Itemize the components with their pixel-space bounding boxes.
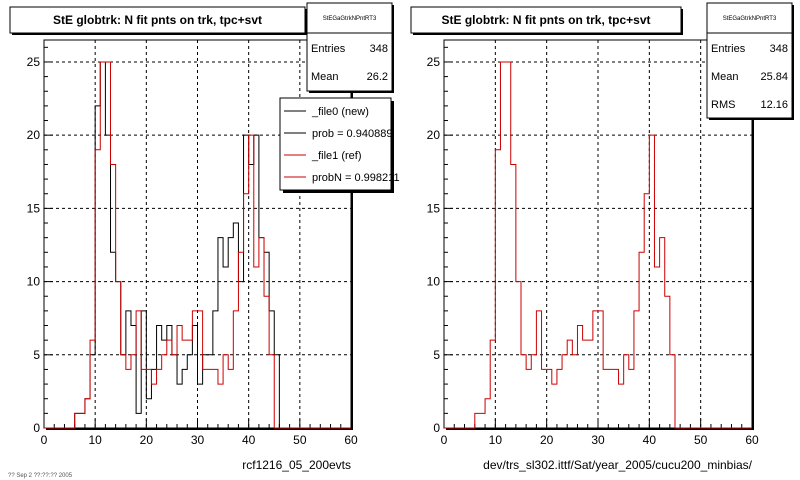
y-tick-label: 25: [27, 55, 41, 69]
legend: _file0 (new) prob = 0.940889 _file1 (ref) p…: [279, 97, 400, 193]
y-tick-label: 20: [27, 128, 41, 142]
x-tick-label: 30: [591, 433, 605, 447]
legend-box: [279, 97, 392, 191]
x-axis-label: rcf1216_05_200evts: [242, 458, 351, 472]
x-tick-label: 40: [643, 433, 657, 447]
title-box: [410, 6, 682, 34]
x-tick-label: 60: [745, 433, 759, 447]
legend-entry-label: _file0 (new): [311, 106, 369, 118]
y-tick-label: 0: [33, 421, 40, 435]
x-tick-label: 0: [441, 433, 448, 447]
corner-timestamp: ?? Sep 2 ??:??:?? 2005: [8, 473, 73, 479]
x-tick-label: 0: [41, 433, 48, 447]
y-tick-label: 20: [427, 128, 441, 142]
title-box: [9, 6, 306, 34]
stats-title: StEGaGtrkNPntRT3: [723, 16, 777, 22]
x-tick-label: 20: [140, 433, 154, 447]
stats-rms-value: 12.16: [760, 99, 788, 111]
histogram-panel-1: 0 10 20 30 40 50 60 0 5 10 15 20 25 StE globtrk: N fi…: [8, 2, 400, 479]
stats-mean-value: 26.2: [367, 71, 388, 83]
x-tick-label: 50: [293, 433, 307, 447]
stats-entries-value: 348: [370, 43, 388, 55]
stats-mean-label: Mean: [311, 71, 339, 83]
x-tick-label: 20: [540, 433, 554, 447]
x-tick-label: 10: [489, 433, 503, 447]
x-tick-label: 10: [88, 433, 102, 447]
stats-box: [306, 2, 393, 92]
legend-entry-label: probN = 0.998211: [312, 172, 400, 184]
x-tick-label: 60: [344, 433, 358, 447]
y-tick-label: 25: [427, 55, 441, 69]
stats-rms-label: RMS: [711, 99, 735, 111]
y-tick-label: 15: [427, 201, 441, 215]
stats-entries-label: Entries: [711, 43, 746, 55]
y-tick-label: 0: [433, 421, 440, 435]
stats-entries-label: Entries: [311, 43, 346, 55]
histogram-panel-2: 0 10 20 30 40 50 60 0 5 10 15 20 25 StE globtrk: N fi…: [410, 2, 794, 472]
stats-mean-label: Mean: [711, 71, 739, 83]
x-tick-label: 50: [694, 433, 708, 447]
histogram-series-1: [444, 61, 752, 429]
y-tick-label: 15: [27, 201, 41, 215]
y-tick-label: 5: [33, 348, 40, 362]
chart-title: StE globtrk: N fit pnts on trk, tpc+svt: [53, 13, 262, 27]
x-tick-label: 30: [191, 433, 205, 447]
y-tick-label: 5: [433, 348, 440, 362]
stats-mean-value: 25.84: [760, 71, 788, 83]
legend-entry-label: prob = 0.940889: [312, 128, 392, 140]
stats-title: StEGaGtrkNPntRT3: [323, 16, 377, 22]
legend-entry-label: _file1 (ref): [311, 150, 362, 162]
x-tick-label: 40: [242, 433, 256, 447]
stats-box: [706, 2, 793, 119]
chart-title: StE globtrk: N fit pnts on trk, tpc+svt: [441, 13, 650, 27]
y-tick-label: 10: [427, 275, 441, 289]
stats-entries-value: 348: [770, 43, 788, 55]
histogram-series-2: [44, 61, 351, 429]
x-axis-label: dev/trs_sl302.ittf/Sat/year_2005/cucu200…: [483, 458, 752, 472]
y-tick-label: 10: [27, 275, 41, 289]
